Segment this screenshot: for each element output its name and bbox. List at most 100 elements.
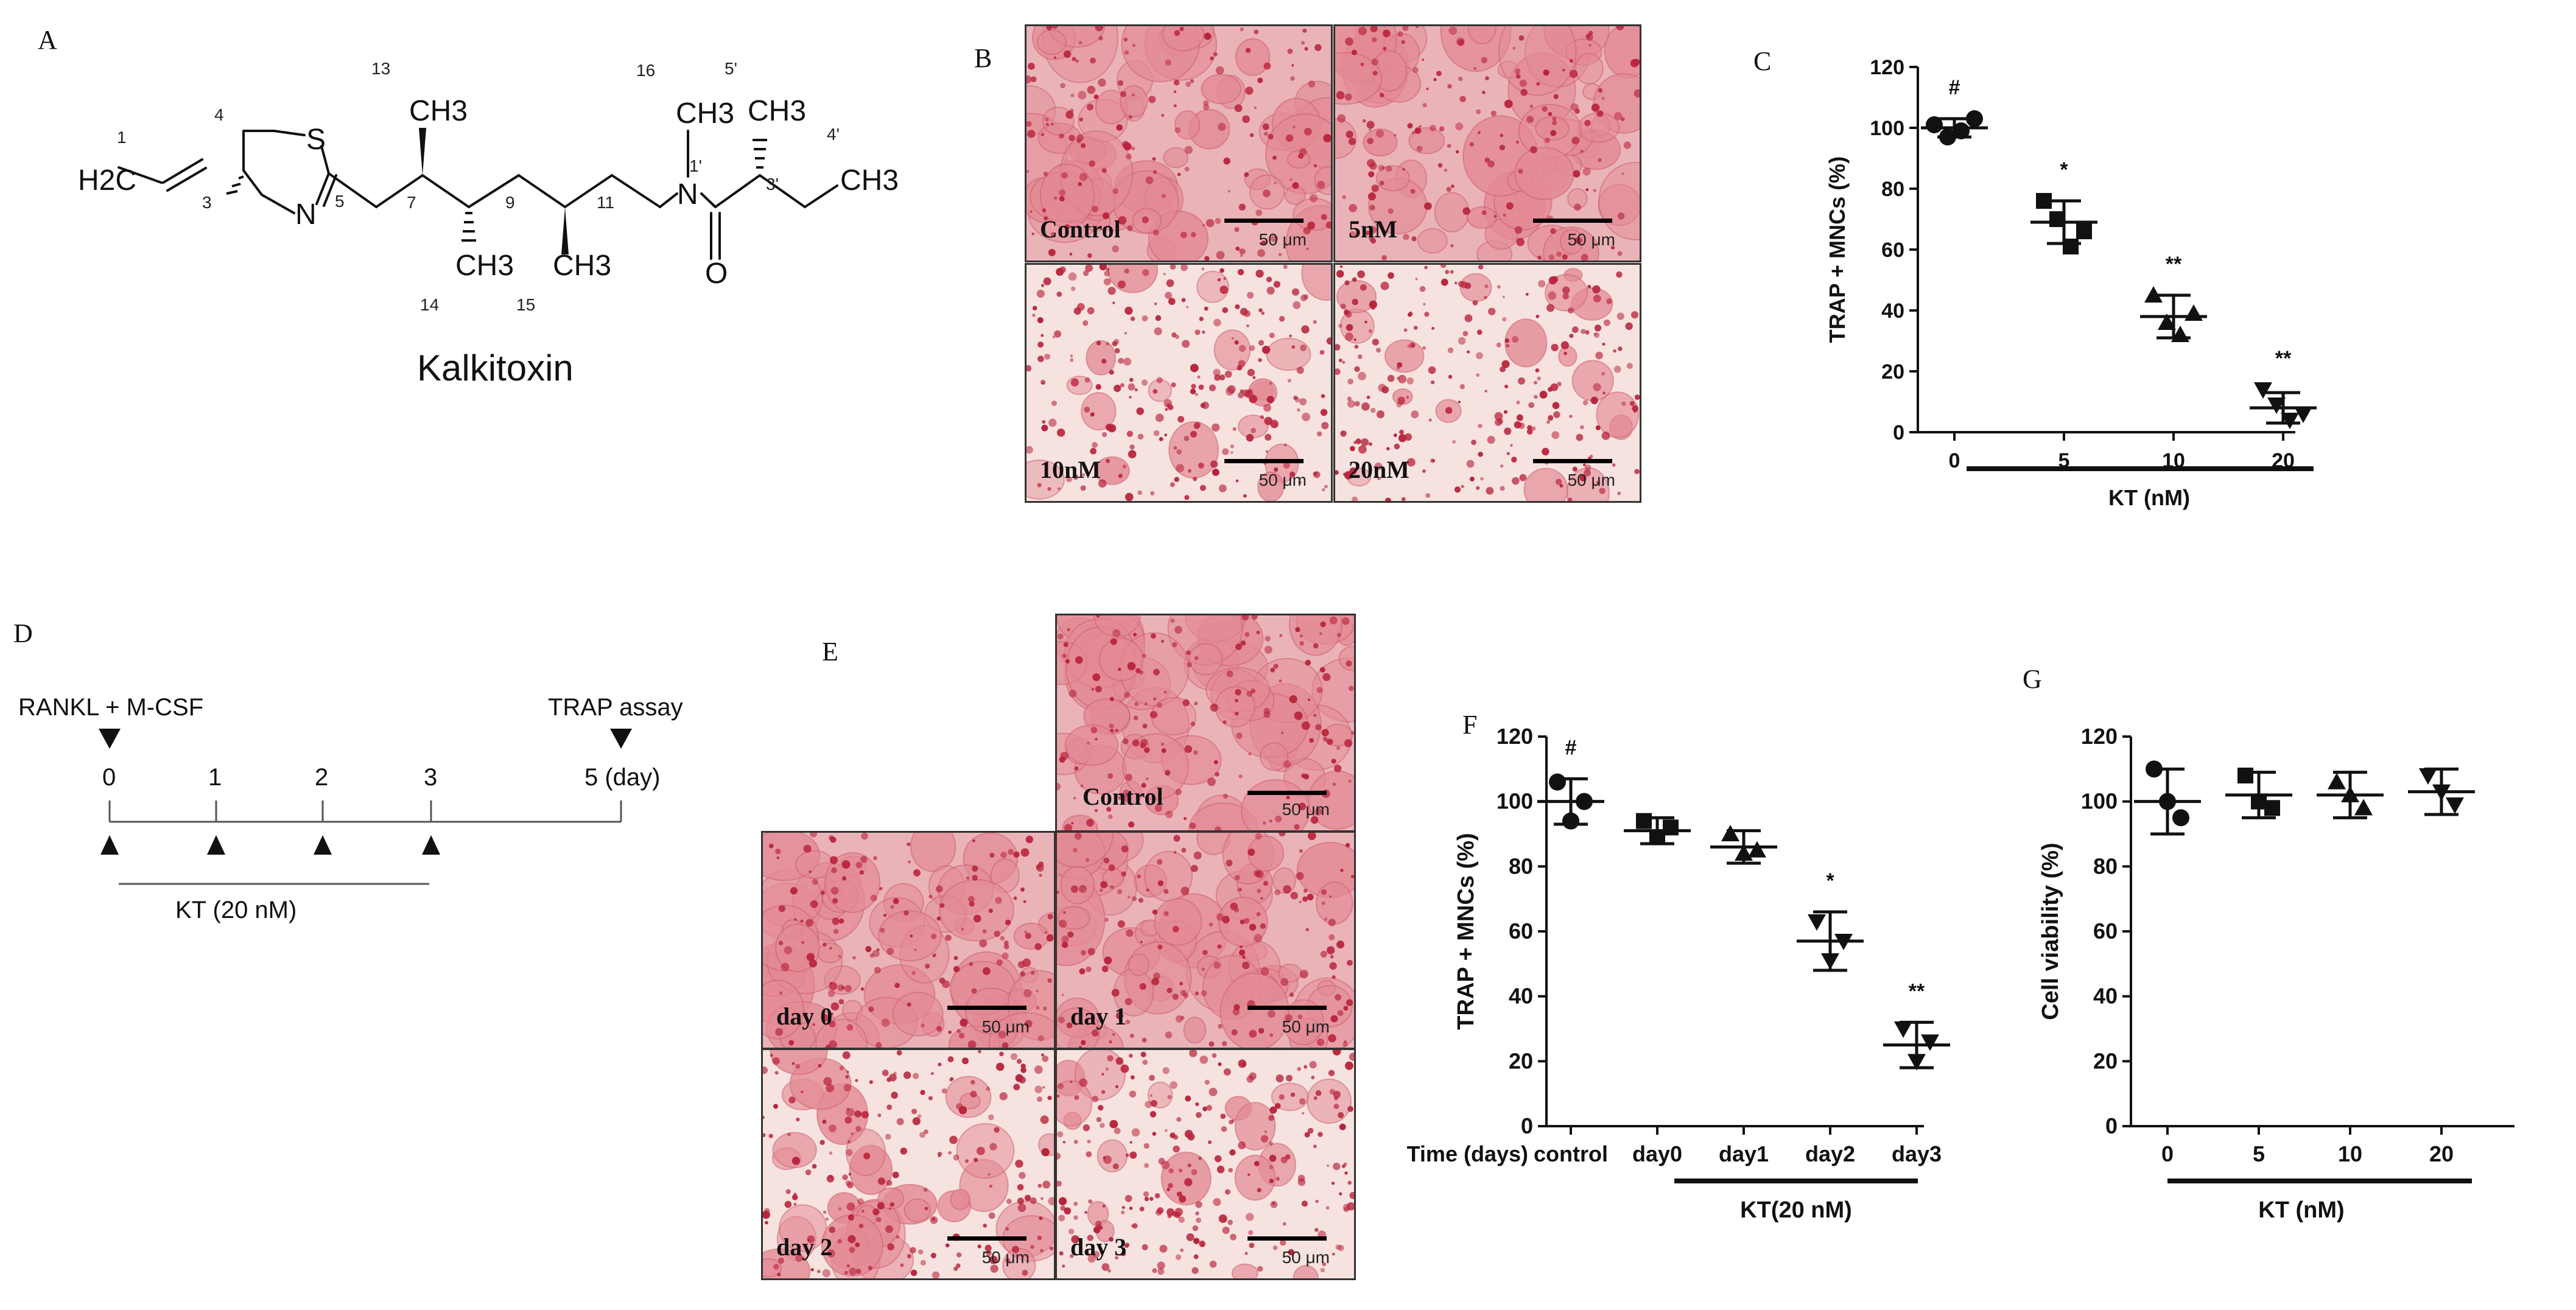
micrograph-label: 10nM	[1040, 456, 1101, 483]
y-axis-label: TRAP + MNCs (%)	[1825, 156, 1850, 343]
x-tick-label: 0	[2161, 1141, 2174, 1166]
y-tick-label: 40	[1509, 984, 1533, 1009]
scale-bar	[1533, 219, 1612, 223]
scale-bar	[1248, 1236, 1327, 1241]
scale-bar	[1224, 459, 1304, 463]
y-tick-label: 60	[2093, 919, 2118, 944]
atom-ch3-5p: CH3	[748, 95, 806, 127]
micrograph-label: day 0	[776, 1003, 833, 1030]
y-tick-label: 100	[1497, 789, 1533, 814]
micrograph-e-day0: day 0 50 μm	[761, 831, 1056, 1049]
scale-bar-label: 50 μm	[1567, 471, 1615, 489]
atom-n-amide: N	[677, 178, 698, 211]
y-axis-label: TRAP + MNCs (%)	[1453, 833, 1479, 1029]
data-point	[1808, 914, 1826, 931]
treatment-label: KT (20 nM)	[175, 897, 297, 923]
data-point	[2158, 313, 2176, 330]
stain-texture	[1057, 833, 1354, 1048]
atom-number: 4'	[827, 125, 840, 144]
x-tick-label: 5	[2253, 1141, 2265, 1166]
arrow-up-icon	[207, 835, 225, 855]
data-point	[1663, 819, 1679, 836]
atom-ch3-13: CH3	[409, 95, 468, 127]
stain-texture	[1057, 615, 1354, 830]
data-point	[2063, 239, 2079, 254]
x-tick-label: 10	[2338, 1141, 2362, 1166]
scale-bar	[1533, 459, 1612, 463]
micrograph-e-day2: day 2 50 μm	[761, 1048, 1056, 1280]
data-point	[2172, 809, 2189, 827]
data-point	[1926, 116, 1943, 133]
micrograph-e-control: Control 50 μm	[1055, 614, 1356, 832]
panel-label-g: G	[2023, 664, 2042, 694]
y-tick-label: 20	[1881, 360, 1904, 384]
atom-number: 9	[505, 193, 515, 212]
data-point	[2254, 382, 2272, 399]
atom-ch3-4p: CH3	[840, 164, 899, 197]
significance-label: *	[1826, 869, 1834, 892]
data-point	[2237, 768, 2253, 783]
atom-number: 14	[420, 295, 439, 314]
x-axis-label: KT (nM)	[2108, 485, 2190, 510]
data-point	[2419, 768, 2437, 785]
panel-label-a: A	[38, 25, 57, 55]
atom-s: S	[306, 124, 326, 156]
atom-number: 4	[214, 105, 224, 124]
y-tick-label: 0	[2105, 1113, 2118, 1138]
micrograph-label: day 3	[1070, 1233, 1127, 1261]
scale-bar-label: 50 μm	[1282, 800, 1330, 819]
atom-n: N	[295, 198, 317, 231]
atom-number: 1	[117, 128, 127, 147]
compound-name: Kalkitoxin	[417, 348, 574, 388]
chart-g: 0 20 40 60 80 100 120 Cell viability (%) 0 5 10 20 K…	[2038, 724, 2515, 1223]
timeline-right-label: TRAP assay	[548, 694, 683, 721]
significance-label: *	[2060, 158, 2068, 181]
data-point	[2264, 800, 2280, 816]
significance-label: #	[1565, 736, 1577, 759]
atom-number: 11	[597, 193, 614, 212]
arrow-up-icon	[422, 835, 440, 855]
scale-bar	[947, 1236, 1027, 1241]
arrow-up-icon	[314, 835, 332, 855]
scale-bar-label: 50 μm	[1258, 471, 1307, 489]
data-point	[2049, 211, 2065, 227]
x-axis-label: KT (nM)	[2258, 1197, 2344, 1223]
data-point	[2432, 784, 2451, 801]
data-point	[1894, 1021, 1912, 1038]
stain-texture	[1335, 26, 1640, 261]
panel-label-e: E	[822, 637, 838, 667]
atom-number: 3'	[766, 175, 779, 194]
data-point	[1735, 844, 1753, 861]
data-point	[1834, 934, 1853, 950]
y-tick-label: 60	[1881, 239, 1904, 262]
data-point	[2076, 223, 2092, 239]
y-tick-label: 80	[2093, 853, 2118, 878]
timeline-tick-label: 1	[208, 764, 222, 791]
panel-label-b: B	[974, 43, 992, 73]
y-tick-label: 40	[2093, 984, 2118, 1009]
atom-number: 15	[516, 295, 535, 314]
x-tick-label: control	[1534, 1141, 1608, 1166]
scale-bar-label: 50 μm	[981, 1017, 1030, 1036]
atom-number: 3	[202, 193, 212, 212]
micrograph-b-10nm: 10nM 50 μm	[1025, 263, 1333, 503]
y-tick-label: 40	[1881, 299, 1904, 323]
scale-bar-label: 50 μm	[1567, 230, 1615, 249]
y-tick-label: 100	[2081, 789, 2118, 814]
scale-bar	[1248, 791, 1327, 795]
data-point	[2328, 772, 2346, 790]
scale-bar-label: 50 μm	[1282, 1017, 1330, 1036]
data-point	[1562, 812, 1579, 830]
treatment-timeline: RANKL + M-CSF TRAP assay 0 1 2 3 5 (day)…	[18, 694, 683, 923]
data-point	[2036, 193, 2052, 209]
atom-number: 5'	[725, 59, 737, 78]
atom-ch3-16: CH3	[676, 97, 734, 130]
atom-number: 13	[371, 59, 390, 78]
data-point	[1921, 1034, 1939, 1051]
y-tick-label: 60	[1509, 919, 1533, 944]
micrograph-label: Control	[1040, 215, 1121, 243]
data-point	[1907, 1054, 1926, 1071]
micrograph-label: day 1	[1070, 1003, 1127, 1030]
arrow-down-icon	[99, 729, 121, 749]
